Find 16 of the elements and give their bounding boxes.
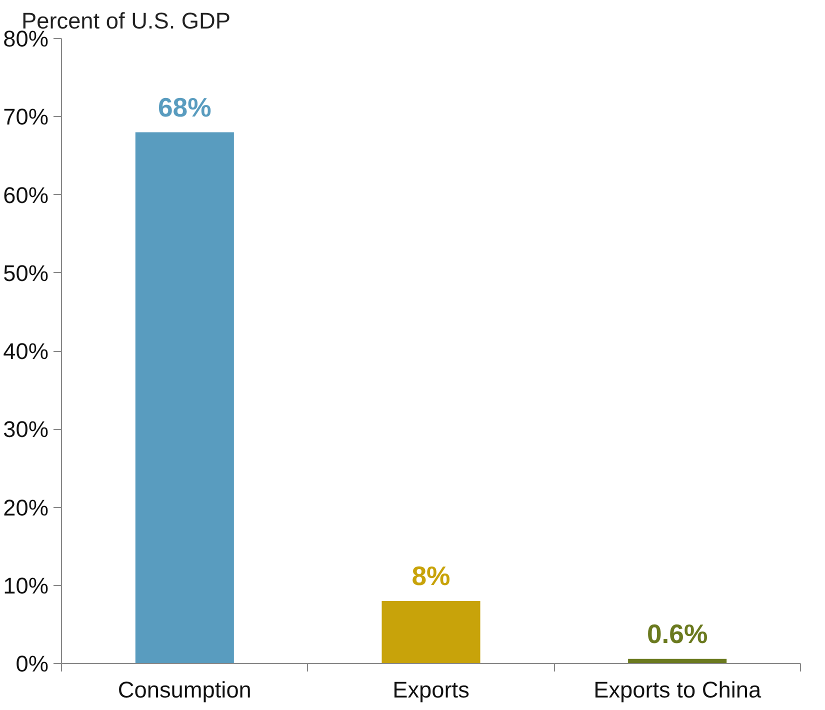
x-tick-label: Exports (392, 676, 470, 702)
y-tick-label: 20% (3, 494, 49, 520)
y-tick-label: 10% (3, 572, 49, 598)
x-tick-label: Consumption (118, 676, 252, 702)
y-tick-label: 40% (3, 338, 49, 364)
y-tick-label: 60% (3, 182, 49, 208)
data-label: 0.6% (646, 618, 708, 649)
bar (382, 601, 480, 664)
y-tick-label: 30% (3, 416, 49, 442)
y-tick-label: 70% (3, 104, 49, 130)
y-tick-label: 0% (16, 650, 49, 676)
x-tick-label: Exports to China (594, 676, 762, 702)
bar (135, 132, 234, 664)
data-label: 8% (412, 561, 450, 591)
y-tick-label: 50% (3, 260, 49, 286)
data-label: 68% (158, 92, 212, 122)
